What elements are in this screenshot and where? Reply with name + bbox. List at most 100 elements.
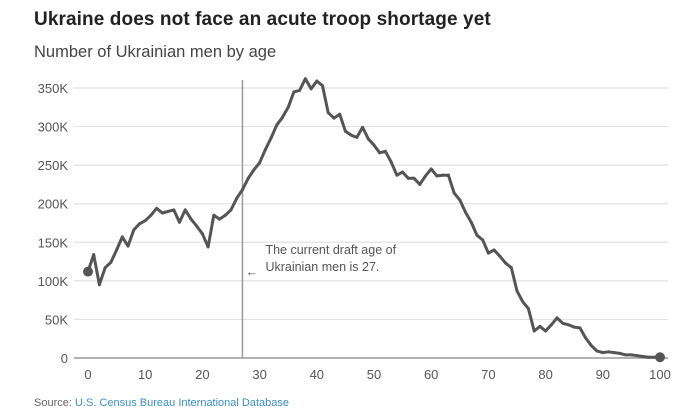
source-prefix: Source: — [34, 397, 72, 409]
x-tick-label: 80 — [538, 367, 552, 382]
data-point — [252, 168, 256, 172]
y-tick-label: 0 — [61, 351, 68, 366]
data-point — [566, 323, 570, 327]
data-point — [515, 289, 519, 293]
data-point — [160, 211, 164, 215]
data-point — [137, 222, 141, 226]
data-point — [612, 351, 616, 355]
y-tick-label: 350K — [38, 81, 69, 96]
data-point — [446, 173, 450, 177]
annotation-arrow-icon: ← — [245, 265, 258, 279]
endpoint-marker — [655, 352, 665, 363]
data-point — [240, 188, 244, 192]
data-point — [607, 350, 611, 354]
data-point — [303, 77, 307, 81]
data-point — [435, 174, 439, 178]
x-tick-label: 10 — [138, 367, 152, 382]
endpoint-marker — [83, 266, 93, 277]
data-point — [183, 208, 187, 212]
data-point — [126, 244, 130, 248]
data-point — [315, 79, 319, 83]
data-point — [97, 283, 101, 287]
data-point — [246, 176, 250, 180]
data-point — [624, 353, 628, 357]
annotation-line-1: The current draft age of — [265, 243, 396, 257]
data-point — [338, 112, 342, 116]
annotation-line-2: Ukrainian men is 27. — [265, 260, 379, 274]
data-point — [321, 84, 325, 88]
data-point — [212, 213, 216, 217]
data-point — [406, 176, 410, 180]
endpoint-markers — [83, 266, 665, 363]
data-point — [561, 321, 565, 325]
data-point — [469, 220, 473, 224]
data-point — [635, 354, 639, 358]
data-point — [286, 105, 290, 109]
data-point — [641, 354, 645, 358]
data-point — [492, 248, 496, 252]
data-point — [172, 208, 176, 212]
data-point — [378, 151, 382, 155]
data-point — [629, 353, 633, 357]
y-tick-label: 200K — [38, 197, 69, 212]
data-point — [464, 210, 468, 214]
data-point — [280, 115, 284, 119]
data-point — [178, 220, 182, 224]
data-point — [383, 149, 387, 153]
y-tick-label: 50K — [45, 312, 68, 327]
data-point — [578, 326, 582, 330]
data-point — [349, 133, 353, 137]
data-point — [418, 182, 422, 186]
data-point — [595, 349, 599, 353]
data-point — [326, 111, 330, 115]
data-point — [526, 307, 530, 311]
series-line-ukrainian-men — [86, 77, 662, 359]
data-point — [423, 174, 427, 178]
chart-title: Ukraine does not face an acute troop sho… — [34, 9, 491, 30]
data-point — [120, 235, 124, 239]
data-point — [555, 316, 559, 320]
data-point — [521, 300, 525, 304]
data-point — [395, 173, 399, 177]
data-point — [229, 208, 233, 212]
data-point — [652, 355, 656, 359]
data-point — [458, 198, 462, 202]
source-note: Source: U.S. Census Bureau International… — [34, 397, 289, 409]
data-point — [155, 206, 159, 210]
x-axis-ticks: 0 10 20 30 40 50 60 70 80 90 100 — [84, 367, 670, 382]
data-point — [223, 213, 227, 217]
data-point — [298, 88, 302, 92]
data-point — [332, 116, 336, 120]
data-point — [475, 233, 479, 237]
x-tick-label: 20 — [195, 367, 209, 382]
data-point — [200, 232, 204, 236]
data-point — [132, 228, 136, 232]
source-link[interactable]: U.S. Census Bureau International Databas… — [74, 397, 290, 409]
y-tick-label: 150K — [38, 235, 69, 250]
x-tick-label: 100 — [649, 367, 671, 382]
data-point — [647, 355, 651, 359]
data-point — [361, 125, 365, 129]
y-tick-label: 300K — [38, 120, 69, 135]
x-tick-label: 60 — [424, 367, 438, 382]
data-points — [86, 77, 662, 359]
x-tick-label: 70 — [481, 367, 495, 382]
data-point — [355, 135, 359, 139]
data-point — [103, 266, 107, 270]
x-tick-label: 40 — [310, 367, 324, 382]
data-point — [584, 336, 588, 340]
data-point — [481, 238, 485, 242]
draft-age-annotation: ← The current draft age of Ukrainian men… — [245, 243, 396, 279]
data-point — [235, 196, 239, 200]
x-tick-label: 0 — [84, 367, 91, 382]
data-point — [504, 261, 508, 265]
data-point — [429, 167, 433, 171]
data-point — [166, 209, 170, 213]
data-point — [366, 137, 370, 141]
data-point — [549, 323, 553, 327]
data-point — [109, 260, 113, 264]
data-point — [263, 148, 267, 152]
data-point — [601, 351, 605, 355]
data-point — [309, 87, 313, 91]
data-point — [532, 329, 536, 333]
